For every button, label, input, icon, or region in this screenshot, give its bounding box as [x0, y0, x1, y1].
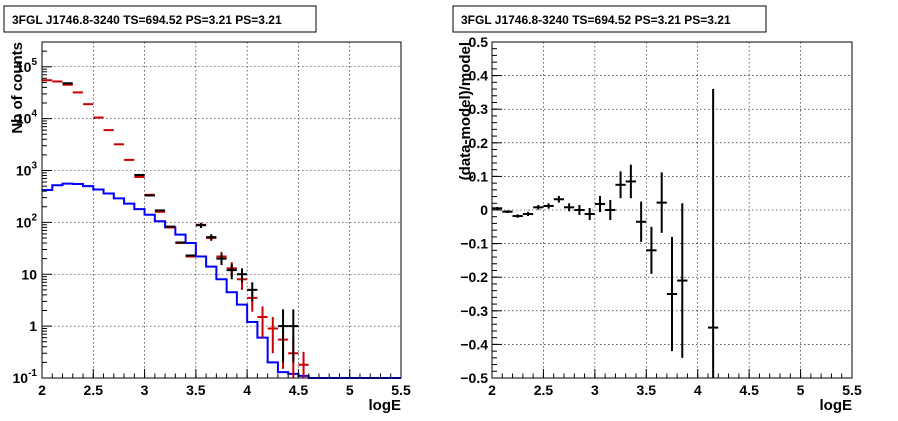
data-point — [206, 234, 217, 241]
residual-panel: 3FGL J1746.8-3240 TS=694.52 PS=3.21 PS=3… — [452, 5, 862, 414]
y-tick-label: −0.4 — [460, 336, 488, 352]
data-point — [195, 222, 207, 228]
data-point — [584, 207, 595, 221]
residual-title: 3FGL J1746.8-3240 TS=694.52 PS=3.21 PS=3… — [461, 13, 731, 27]
y-tick-label: 0.5 — [469, 34, 489, 50]
data-point — [594, 195, 606, 213]
x-tick-label: 4.5 — [739, 382, 759, 398]
data-point — [615, 171, 626, 199]
data-point — [708, 89, 719, 378]
data-point — [522, 212, 534, 217]
data-point — [512, 214, 523, 218]
x-tick-label: 3.5 — [637, 382, 657, 398]
y-tick-label: 0.1 — [469, 168, 489, 184]
x-tick-label: 5 — [797, 382, 805, 398]
y-tick-label: −0.1 — [460, 236, 488, 252]
data-point — [646, 226, 657, 274]
data-point — [277, 309, 289, 363]
x-tick-label: 5.5 — [391, 382, 411, 398]
data-point — [288, 309, 299, 363]
y-tick-label: −0.3 — [460, 303, 488, 319]
x-tick-label: 3.5 — [186, 382, 206, 398]
data-point — [226, 263, 237, 280]
x-tick-label: 4 — [694, 382, 702, 398]
data-point — [553, 195, 564, 203]
data-point — [636, 201, 647, 242]
data-point — [257, 306, 268, 338]
data-point — [502, 210, 513, 214]
counts-plot-area — [42, 79, 401, 379]
data-point — [247, 282, 258, 302]
y-tick-label: 0.3 — [469, 101, 489, 117]
x-tick-label: 5.5 — [842, 382, 862, 398]
data-point — [543, 203, 554, 209]
counts-panel: 3FGL J1746.8-3240 TS=694.52 PS=3.21 PS=3… — [3, 5, 411, 414]
data-point — [492, 206, 503, 210]
data-point — [574, 204, 585, 216]
y-tick-exponent: 3 — [31, 161, 37, 172]
y-tick-label: 103 — [16, 161, 38, 179]
y-tick-label: −0.5 — [460, 370, 488, 386]
y-tick-exponent: 4 — [31, 109, 37, 120]
data-point — [267, 316, 278, 354]
y-tick-label: 10-1 — [13, 368, 38, 386]
y-tick-label: 0.4 — [469, 68, 489, 84]
y-tick-label: 102 — [16, 212, 38, 230]
y-tick-base: 10 — [16, 111, 32, 127]
residual-plot-area — [492, 89, 719, 378]
x-tick-label: 2.5 — [84, 382, 104, 398]
y-tick-label: 105 — [16, 57, 38, 75]
y-tick-label: 1 — [29, 318, 37, 334]
x-tick-label: 5 — [346, 382, 354, 398]
y-tick-label: 0 — [480, 202, 488, 218]
residual-x-axis: 2 2.5 3 3.5 4 4.5 5 5.5 — [488, 369, 862, 398]
counts-x-axis: 2 2.5 3 3.5 4 4.5 5 5.5 — [38, 369, 411, 398]
data-point — [677, 203, 688, 358]
y-tick-label: 10 — [21, 266, 37, 282]
data-point — [298, 351, 309, 378]
x-tick-label: 2 — [488, 382, 496, 398]
y-tick-label: −0.2 — [460, 269, 488, 285]
y-tick-base: 10 — [16, 163, 32, 179]
data-point — [666, 236, 678, 352]
data-point — [605, 199, 616, 221]
x-tick-label: 4 — [243, 382, 251, 398]
counts-frame — [41, 41, 402, 379]
data-point — [236, 268, 248, 283]
x-tick-label: 4.5 — [289, 382, 309, 398]
counts-grid — [42, 42, 401, 378]
x-tick-label: 2.5 — [534, 382, 554, 398]
y-tick-label: 0.2 — [469, 135, 489, 151]
model-step-line — [42, 182, 401, 379]
y-tick-base: 10 — [21, 266, 37, 282]
data-point — [216, 253, 227, 266]
counts-y-axis-title: Nb of counts — [9, 42, 26, 134]
data-point — [656, 172, 667, 233]
data-point — [564, 203, 575, 212]
data-point — [625, 164, 636, 199]
y-tick-exponent: -1 — [28, 368, 37, 379]
residual-y-axis-title: (data-model)/model — [457, 42, 474, 180]
y-tick-base: 10 — [16, 214, 32, 230]
residual-title-box — [452, 5, 767, 33]
residual-y-axis: −0.5 −0.4 −0.3 −0.2 −0.1 0 0.1 0.2 0.3 0.4 0.5 — [460, 34, 502, 386]
y-tick-base: 10 — [13, 370, 29, 386]
x-tick-label: 3 — [591, 382, 599, 398]
counts-title: 3FGL J1746.8-3240 TS=694.52 PS=3.21 PS=3… — [12, 13, 282, 27]
residual-x-axis-title: logE — [820, 397, 853, 414]
y-tick-exponent: 2 — [31, 212, 37, 223]
y-tick-base: 1 — [29, 318, 37, 334]
x-tick-label: 3 — [141, 382, 149, 398]
y-tick-base: 10 — [16, 59, 32, 75]
data-point — [533, 204, 544, 210]
x-tick-label: 2 — [38, 382, 46, 398]
counts-title-box — [3, 5, 317, 33]
y-tick-exponent: 5 — [31, 57, 37, 68]
y-tick-label: 104 — [16, 109, 38, 127]
counts-x-axis-title: logE — [369, 397, 402, 414]
